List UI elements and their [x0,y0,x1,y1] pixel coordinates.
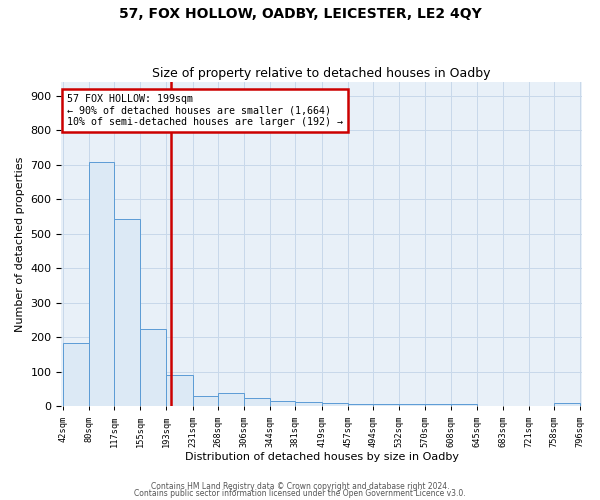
Bar [193,396,218,406]
Bar [295,402,322,406]
Bar [322,403,347,406]
Bar [63,342,89,406]
Text: 57, FOX HOLLOW, OADBY, LEICESTER, LE2 4QY: 57, FOX HOLLOW, OADBY, LEICESTER, LE2 4Q… [119,8,481,22]
X-axis label: Distribution of detached houses by size in Oadby: Distribution of detached houses by size … [185,452,458,462]
Bar [554,403,580,406]
Bar [373,404,399,406]
Bar [451,404,477,406]
Y-axis label: Number of detached properties: Number of detached properties [15,156,25,332]
Bar [218,392,244,406]
Bar [166,376,193,406]
Text: Contains public sector information licensed under the Open Government Licence v3: Contains public sector information licen… [134,490,466,498]
Text: 57 FOX HOLLOW: 199sqm
← 90% of detached houses are smaller (1,664)
10% of semi-d: 57 FOX HOLLOW: 199sqm ← 90% of detached … [67,94,343,128]
Bar [425,404,451,406]
Bar [140,329,166,406]
Bar [114,219,140,406]
Bar [399,404,425,406]
Bar [347,404,373,406]
Text: Contains HM Land Registry data © Crown copyright and database right 2024.: Contains HM Land Registry data © Crown c… [151,482,449,491]
Bar [244,398,270,406]
Bar [270,401,295,406]
Title: Size of property relative to detached houses in Oadby: Size of property relative to detached ho… [152,66,491,80]
Bar [89,162,114,406]
